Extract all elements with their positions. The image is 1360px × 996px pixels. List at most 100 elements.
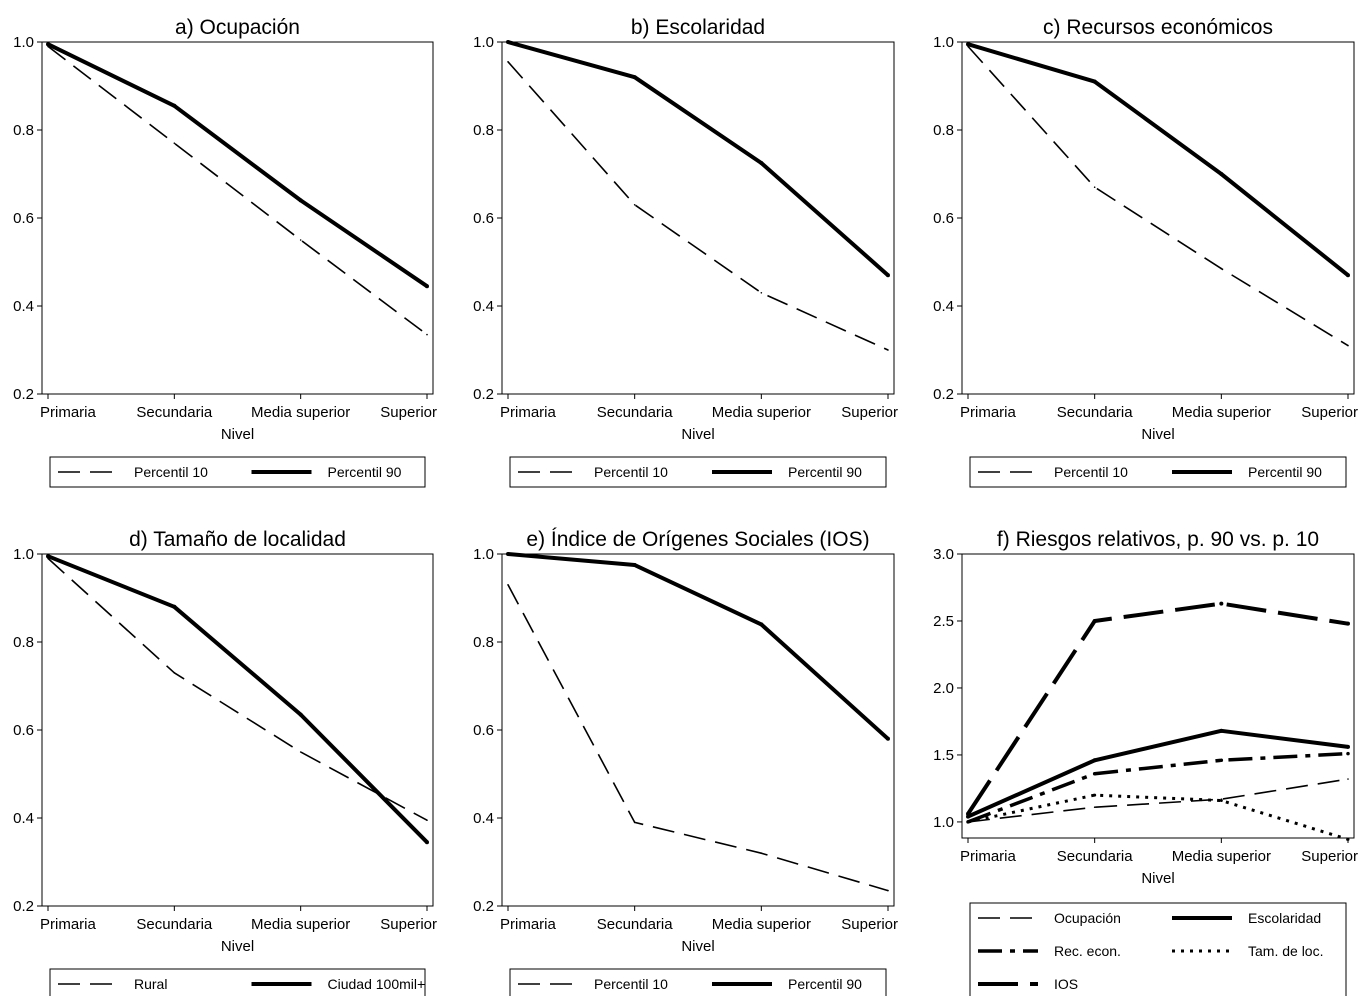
data-point [1092, 771, 1097, 776]
x-axis-label: Nivel [681, 938, 714, 955]
x-tick-label: Superior [841, 404, 898, 421]
chart-panel-5: e) Índice de Orígenes Sociales (IOS) 0.2 0… [473, 528, 898, 996]
data-point [1346, 621, 1350, 626]
data-point [298, 712, 303, 717]
data-point [759, 622, 764, 627]
data-point [886, 273, 890, 278]
y-tick-label: 1.0 [473, 34, 494, 51]
x-tick-label: Media superior [712, 916, 811, 933]
legend-label: Percentil 10 [594, 464, 668, 480]
plot-frame [41, 41, 434, 395]
x-tick-label: Secundaria [597, 916, 674, 933]
data-point [1346, 751, 1350, 756]
y-tick-label: 2.5 [933, 613, 954, 630]
legend-label: Ciudad 100mil+ [328, 976, 426, 992]
chart-title: a) Ocupación [175, 16, 300, 39]
chart-panel-1: a) Ocupación 0.2 0.4 0.6 0.8 1.0 Primaria Secun… [13, 16, 437, 488]
data-point [1092, 618, 1097, 623]
data-point [1219, 728, 1224, 733]
data-point [507, 61, 509, 63]
x-axis-label: Nivel [221, 426, 254, 443]
legend-label: Percentil 10 [134, 464, 208, 480]
y-tick-label: 1.0 [13, 34, 34, 51]
y-tick-label: 0.2 [473, 898, 494, 915]
y-tick-label: 1.0 [473, 546, 494, 563]
y-tick-label: 0.6 [13, 210, 34, 227]
chart-title: c) Recursos económicos [1043, 16, 1273, 39]
data-point [1093, 793, 1097, 797]
series-line-ios [966, 601, 1349, 815]
x-tick-label: Media superior [1172, 848, 1271, 865]
chart-title: d) Tamaño de localidad [129, 528, 346, 551]
y-tick-label: 0.2 [933, 386, 954, 403]
legend-box [969, 456, 1347, 488]
data-point [632, 75, 637, 80]
y-tick-label: 1.5 [933, 747, 954, 764]
x-tick-label: Media superior [1172, 404, 1271, 421]
legend-label: Percentil 90 [788, 976, 862, 992]
legend-label: Percentil 90 [328, 464, 402, 480]
series-line-percentil-90 [47, 42, 429, 288]
y-tick-label: 2.0 [933, 680, 954, 697]
data-point [1347, 778, 1349, 780]
y-tick-label: 0.6 [473, 722, 494, 739]
series-line-rural [47, 557, 428, 821]
data-point [633, 821, 636, 824]
series-line-percentil-10 [507, 61, 889, 351]
x-tick-label: Primaria [40, 404, 96, 421]
x-tick-label: Media superior [712, 404, 811, 421]
plot-frame [501, 41, 895, 395]
x-tick-label: Primaria [960, 848, 1016, 865]
series-line-percentil-10 [967, 45, 1349, 347]
data-point [173, 142, 176, 144]
x-tick-label: Media superior [251, 916, 350, 933]
chart-title: e) Índice de Orígenes Sociales (IOS) [526, 528, 869, 551]
y-tick-label: 0.8 [473, 634, 494, 651]
data-point [886, 736, 890, 741]
data-point [887, 349, 889, 351]
series-line-rec-econ- [967, 751, 1349, 824]
x-axis-label: Nivel [1141, 870, 1174, 887]
data-point [632, 563, 637, 567]
data-point [426, 333, 428, 336]
y-tick-label: 0.6 [473, 210, 494, 227]
data-point [1219, 758, 1224, 763]
y-tick-label: 0.8 [13, 122, 34, 139]
chart-panel-2: b) Escolaridad 0.2 0.4 0.6 0.8 1.0 Primaria Sec… [473, 16, 898, 488]
data-point [46, 554, 50, 559]
x-tick-label: Superior [1301, 848, 1358, 865]
data-point [173, 672, 176, 674]
data-point [1220, 267, 1223, 270]
data-point [1093, 806, 1096, 808]
legend-label: Percentil 90 [1248, 464, 1322, 480]
x-tick-label: Primaria [500, 916, 556, 933]
chart-panel-4: d) Tamaño de localidad 0.2 0.4 0.6 0.8 1.0 Pri… [13, 528, 437, 996]
x-tick-label: Secundaria [136, 916, 213, 933]
plot-frame [961, 553, 1355, 839]
data-point [633, 204, 636, 206]
data-point [887, 889, 889, 892]
y-tick-label: 3.0 [933, 546, 954, 563]
plot-frame [501, 553, 895, 907]
y-tick-label: 1.0 [933, 34, 954, 51]
series-line-tam-de-loc- [967, 793, 1349, 841]
data-point [759, 161, 764, 165]
data-point [1346, 273, 1350, 278]
legend-box [49, 968, 426, 996]
y-tick-label: 0.4 [933, 298, 954, 315]
legend-label: Ocupación [1054, 910, 1121, 926]
y-tick-label: 0.4 [13, 298, 34, 315]
data-point [425, 840, 429, 845]
legend-box [969, 902, 1347, 996]
x-tick-label: Media superior [251, 404, 350, 421]
x-tick-label: Superior [1301, 404, 1358, 421]
x-tick-label: Secundaria [1057, 404, 1134, 421]
data-point [760, 852, 763, 854]
legend-box [509, 456, 887, 488]
data-point [1092, 758, 1097, 763]
series-line-percentil-90 [507, 40, 890, 277]
legend-box [509, 968, 887, 996]
x-tick-label: Primaria [500, 404, 556, 421]
legend-label: Rec. econ. [1054, 943, 1121, 959]
